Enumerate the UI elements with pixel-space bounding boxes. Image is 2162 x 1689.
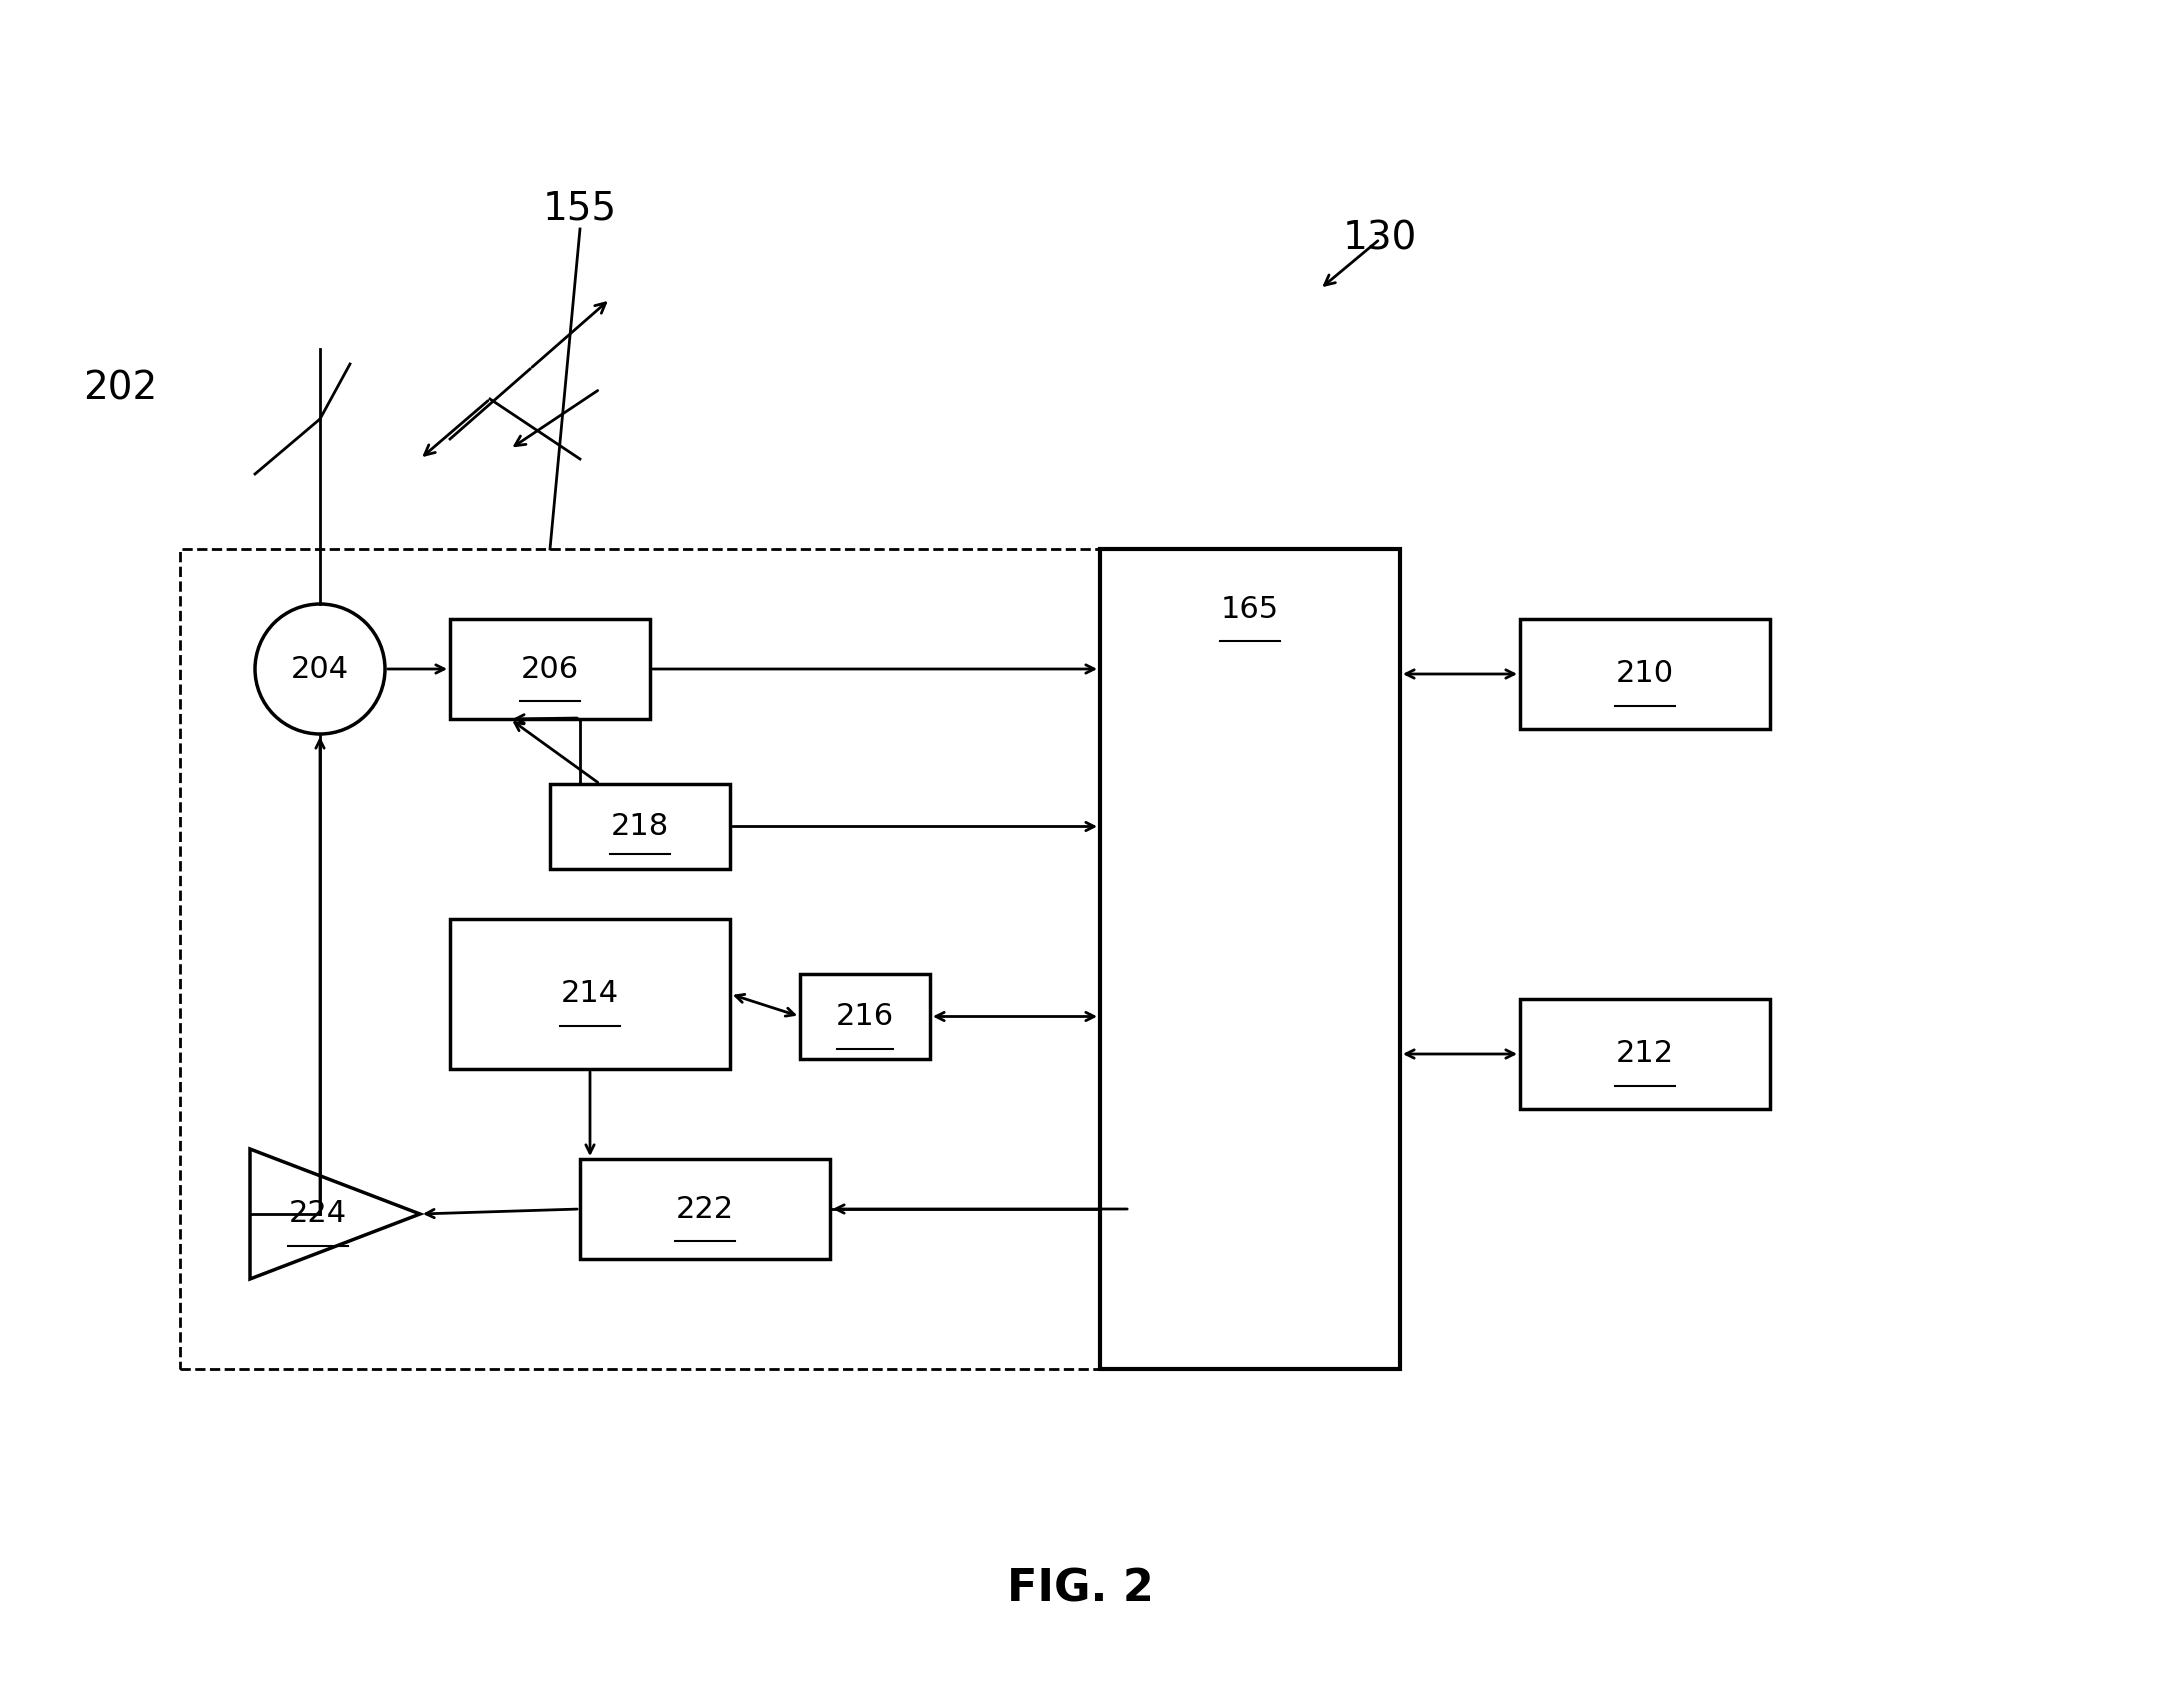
Text: 206: 206 [521,655,579,684]
Text: 155: 155 [543,189,616,228]
Text: 204: 204 [292,655,348,684]
Text: 214: 214 [560,980,618,1008]
Polygon shape [251,1149,419,1279]
Bar [1100,549,1401,1370]
Bar [1520,998,1771,1110]
Bar [549,784,731,870]
Bar [450,919,731,1069]
Text: 218: 218 [612,812,668,841]
Text: 222: 222 [677,1194,735,1223]
Text: 130: 130 [1343,220,1416,258]
Text: 165: 165 [1222,595,1280,623]
Text: 202: 202 [82,370,158,409]
Text: 210: 210 [1615,659,1673,689]
Text: FIG. 2: FIG. 2 [1007,1567,1155,1611]
Bar [179,549,1161,1370]
Bar [579,1159,830,1258]
Bar [450,618,651,720]
Circle shape [255,605,385,735]
Text: 212: 212 [1615,1039,1673,1069]
Text: 216: 216 [837,1002,895,1030]
Bar [1520,618,1771,730]
Bar [800,975,930,1059]
Text: 224: 224 [290,1199,348,1228]
